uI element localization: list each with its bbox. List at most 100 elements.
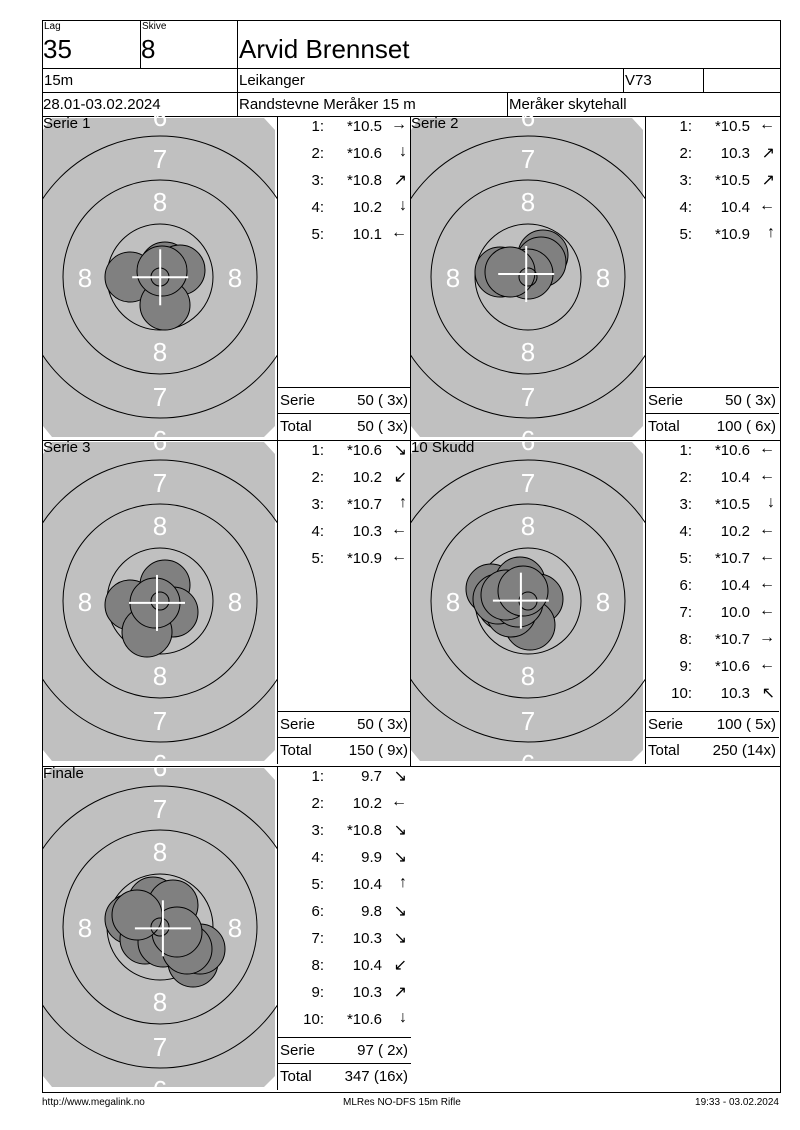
shot-score: *10.5 bbox=[714, 496, 750, 513]
shot-row: 8: 10.4 ↙ bbox=[277, 955, 411, 982]
shot-number: 4: bbox=[311, 523, 324, 540]
shot-score: *10.7 bbox=[714, 631, 750, 648]
panel-title: Serie 2 bbox=[411, 115, 459, 132]
shot-row: 9: 10.3 ↗ bbox=[277, 982, 411, 1009]
ring-number: 8 bbox=[521, 337, 535, 367]
lag-value: 35 bbox=[43, 34, 72, 64]
arrow-down-right-icon: ↘ bbox=[393, 849, 407, 866]
arrow-up-icon: ↑ bbox=[767, 224, 775, 241]
panel-title: 10 Skudd bbox=[411, 439, 475, 456]
shot-number: 1: bbox=[679, 442, 692, 459]
shot-row: 4: 9.9 ↘ bbox=[277, 847, 411, 874]
arrow-down-icon: ↓ bbox=[399, 197, 407, 214]
shot-score: 10.4 bbox=[352, 957, 382, 974]
shot-number: 4: bbox=[679, 199, 692, 216]
shot-row: 7: 10.0 ← bbox=[645, 602, 779, 629]
arrow-left-icon: ← bbox=[759, 467, 775, 484]
divider bbox=[237, 20, 238, 116]
total-score: 150 ( 9x) bbox=[348, 742, 408, 759]
arrow-down-icon: ↓ bbox=[767, 494, 775, 511]
arrow-up-right-icon: ↗ bbox=[393, 984, 407, 1001]
serie-row: Serie 50 ( 3x) bbox=[645, 387, 779, 413]
shot-score: 9.7 bbox=[361, 768, 382, 785]
shot-number: 6: bbox=[311, 903, 324, 920]
shot-mark bbox=[484, 246, 536, 298]
serie-row: Serie 50 ( 3x) bbox=[277, 711, 411, 737]
arrow-left-icon: ← bbox=[759, 440, 775, 457]
arrow-down-right-icon: ↘ bbox=[393, 768, 407, 785]
arrow-up-icon: ↑ bbox=[399, 874, 407, 891]
shot-score: *10.7 bbox=[346, 496, 382, 513]
shot-score: *10.8 bbox=[346, 172, 382, 189]
ring-number: 7 bbox=[153, 706, 167, 736]
total-label: Total bbox=[648, 742, 680, 759]
arrow-down-right-icon: ↘ bbox=[393, 930, 407, 947]
shot-score: *10.6 bbox=[346, 145, 382, 162]
shot-score: *10.5 bbox=[714, 172, 750, 189]
shot-score: *10.9 bbox=[346, 550, 382, 567]
ring-number: 8 bbox=[228, 263, 242, 293]
shot-row: 3: *10.7 ↑ bbox=[277, 494, 411, 521]
ring-number: 7 bbox=[521, 144, 535, 174]
ring-number: 8 bbox=[153, 661, 167, 691]
divider bbox=[42, 116, 781, 117]
ring-number: 8 bbox=[521, 661, 535, 691]
result-sheet bbox=[42, 20, 781, 1093]
divider bbox=[507, 92, 508, 116]
target-plot: 6 7 8 8 7 6 8 8 bbox=[42, 116, 277, 440]
series-panel: 6 7 8 8 7 6 8 8 Serie 1 1: *10.5 → 2: *10.6 ↓ 3: *10.8 ↗ 4… bbox=[42, 116, 411, 440]
arrow-down-icon: ↓ bbox=[399, 1009, 407, 1026]
shot-row: 2: *10.6 ↓ bbox=[277, 143, 411, 170]
shot-score: 10.3 bbox=[352, 523, 382, 540]
serie-label: Serie bbox=[280, 1042, 316, 1059]
shot-row: 5: 10.4 ↑ bbox=[277, 874, 411, 901]
shot-number: 5: bbox=[679, 226, 692, 243]
shot-score: *10.7 bbox=[714, 550, 750, 567]
series-panel: 6 7 8 8 7 6 8 8 10 Skudd 1: *10.6 ← 2: 10.4 ← 3: *10.5 ↓ 4… bbox=[410, 440, 779, 764]
ring-number: 8 bbox=[521, 511, 535, 541]
shot-number: 1: bbox=[311, 768, 324, 785]
target-plot: 6 7 8 8 7 6 8 8 bbox=[410, 440, 645, 764]
arrow-left-icon: ← bbox=[759, 575, 775, 592]
shot-score: 10.4 bbox=[720, 469, 750, 486]
total-row: Total 347 (16x) bbox=[277, 1063, 411, 1089]
serie-score: 50 ( 3x) bbox=[357, 716, 408, 733]
total-label: Total bbox=[280, 742, 312, 759]
serie-row: Serie 50 ( 3x) bbox=[277, 387, 411, 413]
series-panel: 6 7 8 8 7 6 8 8 Serie 2 1: *10.5 ← 2: 10.3 ↗ 3: *10.5 ↗ 4:… bbox=[410, 116, 779, 440]
shot-score: 9.9 bbox=[361, 849, 382, 866]
arrow-up-left-icon: ↖ bbox=[761, 685, 775, 702]
shot-score: 10.2 bbox=[352, 795, 382, 812]
shot-number: 3: bbox=[311, 496, 324, 513]
footer-software: MLRes NO-DFS 15m Rifle bbox=[343, 1097, 461, 1108]
shot-row: 8: *10.7 → bbox=[645, 629, 779, 656]
shot-number: 2: bbox=[679, 145, 692, 162]
serie-score: 97 ( 2x) bbox=[357, 1042, 408, 1059]
divider bbox=[623, 68, 624, 92]
arrow-left-icon: ← bbox=[759, 548, 775, 565]
arrow-left-icon: ← bbox=[391, 548, 407, 565]
arrow-right-icon: → bbox=[759, 629, 775, 646]
arrow-down-left-icon: ↙ bbox=[393, 469, 407, 486]
total-row: Total 100 ( 6x) bbox=[645, 413, 779, 439]
ten-ring bbox=[150, 917, 170, 937]
shot-list: 1: *10.6 ↘ 2: 10.2 ↙ 3: *10.7 ↑ 4: 10.3 ← 5: *10.9 ← Se… bbox=[277, 440, 411, 764]
ten-ring bbox=[150, 591, 170, 611]
ring-number: 6 bbox=[153, 116, 167, 132]
arrow-up-right-icon: ↗ bbox=[761, 172, 775, 189]
ring-number: 8 bbox=[153, 187, 167, 217]
ring-number: 8 bbox=[78, 587, 92, 617]
shot-score: 10.1 bbox=[352, 226, 382, 243]
ring-number: 7 bbox=[153, 794, 167, 824]
shot-row: 1: *10.6 ↘ bbox=[277, 440, 411, 467]
arrow-down-right-icon: ↘ bbox=[393, 442, 407, 459]
serie-label: Serie bbox=[648, 716, 684, 733]
target-plot: 6 7 8 8 7 6 8 8 bbox=[42, 440, 277, 764]
shot-row: 5: *10.9 ← bbox=[277, 548, 411, 575]
shot-number: 2: bbox=[311, 145, 324, 162]
shot-row: 2: 10.2 ↙ bbox=[277, 467, 411, 494]
ring-number: 6 bbox=[153, 766, 167, 782]
ring-number: 8 bbox=[153, 511, 167, 541]
footer-timestamp: 19:33 - 03.02.2024 bbox=[695, 1097, 779, 1108]
shot-row: 5: 10.1 ← bbox=[277, 224, 411, 251]
